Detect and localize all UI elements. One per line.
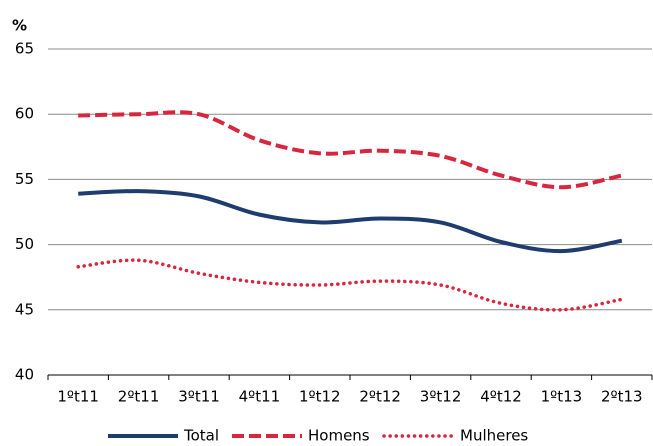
legend-label: Homens — [308, 427, 370, 445]
y-tick-label: 55 — [15, 170, 34, 188]
x-tick-label: 2ºt11 — [118, 388, 160, 406]
legend-label: Total — [183, 427, 219, 445]
y-tick-label: 60 — [15, 105, 34, 123]
x-tick-label: 1ºt11 — [57, 388, 99, 406]
y-tick-label: 50 — [15, 235, 34, 253]
x-tick-label: 2ºt12 — [359, 388, 401, 406]
line-series — [78, 189, 623, 254]
x-tick-label: 4ºt11 — [239, 388, 281, 406]
x-tick-label: 4ºt12 — [480, 388, 522, 406]
x-tick-label: 1ºt13 — [541, 388, 583, 406]
y-tick-label: 65 — [15, 40, 34, 58]
x-tick-label: 2ºt13 — [601, 388, 643, 406]
x-tick-label: 1ºt12 — [299, 388, 341, 406]
x-tick-label: 3ºt11 — [178, 388, 220, 406]
line-series — [76, 258, 624, 312]
y-tick-label: 40 — [15, 366, 34, 384]
y-axis-label: % — [12, 17, 27, 35]
x-tick-label: 3ºt12 — [420, 388, 462, 406]
y-tick-label: 45 — [15, 300, 34, 318]
line-series — [78, 110, 623, 190]
legend-label: Mulheres — [460, 427, 528, 445]
